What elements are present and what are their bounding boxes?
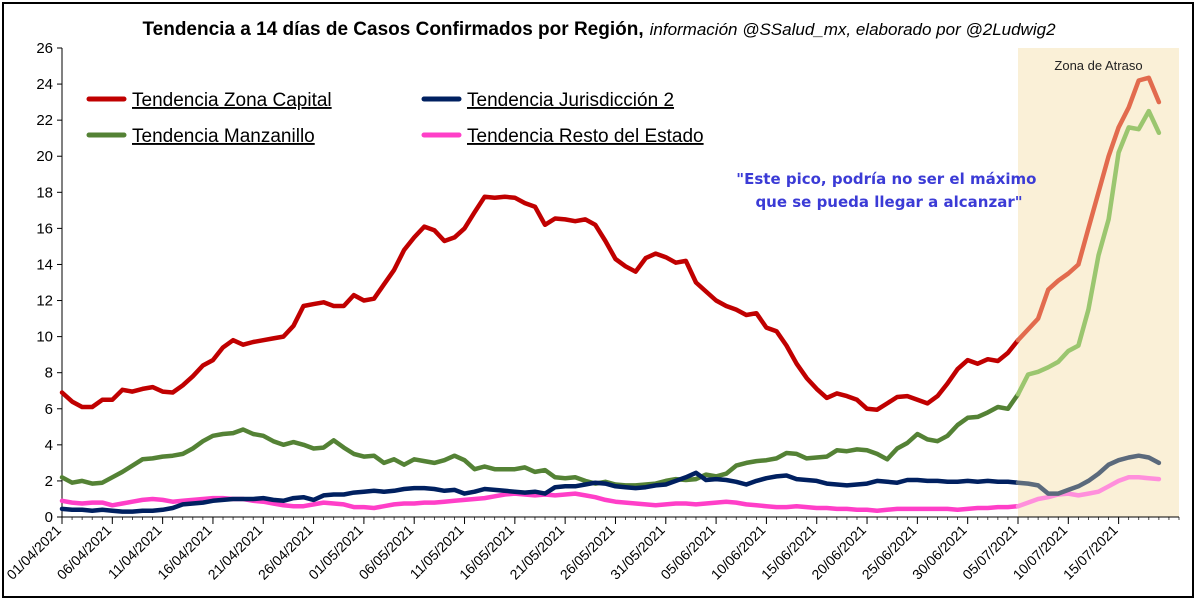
annotation-line-1: "Este pico, podría no ser el máximo: [736, 170, 1036, 188]
series-layer: [59, 75, 1162, 514]
x-axis: 01/04/202106/04/202111/04/202116/04/2021…: [4, 516, 1180, 583]
x-tick-label: 06/04/2021: [54, 522, 115, 583]
series-line-delay-tendencia-zona-capital: [1015, 75, 1162, 343]
legend-label: Tendencia Resto del Estado: [467, 126, 704, 147]
chart-subtitle: información @SSalud_mx, elaborado por @2…: [650, 20, 1056, 39]
y-tick-label: 10: [36, 329, 53, 346]
delay-zone: [1017, 48, 1179, 517]
line-chart: Zona de Atraso Tendencia a 14 días de Ca…: [4, 19, 1180, 583]
series-line-delay-tendencia-manzanillo: [1015, 108, 1162, 397]
legend-label: Tendencia Jurisdicción 2: [467, 90, 674, 111]
y-tick-label: 2: [45, 473, 53, 490]
legend-label: Tendencia Manzanillo: [132, 126, 315, 147]
y-tick-label: 6: [45, 401, 53, 418]
series-line-tendencia-jurisdicci-n-2: [59, 470, 1021, 514]
annotation: "Este pico, podría no ser el máximo que …: [736, 170, 1041, 211]
y-tick-label: 8: [45, 365, 53, 382]
y-tick-label: 4: [45, 437, 53, 454]
chart-title: Tendencia a 14 días de Casos Confirmados…: [142, 19, 1056, 40]
delay-zone-label: Zona de Atraso: [1054, 58, 1142, 73]
y-tick-label: 12: [36, 293, 53, 310]
series-line-tendencia-manzanillo: [59, 392, 1021, 488]
series-line-tendencia-zona-capital: [59, 194, 1021, 412]
legend-label: Tendencia Zona Capital: [132, 90, 332, 111]
chart-title-main: Tendencia a 14 días de Casos Confirmados…: [142, 19, 643, 40]
x-tick-label: 15/07/2021: [1060, 522, 1121, 583]
y-tick-label: 22: [36, 112, 53, 129]
x-tick-label: 06/05/2021: [355, 522, 416, 583]
y-tick-label: 0: [45, 509, 53, 526]
annotation-line-2: que se pueda llegar a alcanzar": [755, 193, 1022, 211]
legend: Tendencia Zona Capital Tendencia Jurisdic…: [86, 90, 704, 147]
y-tick-label: 24: [36, 76, 53, 93]
y-tick-label: 20: [36, 148, 53, 165]
y-tick-label: 16: [36, 220, 53, 237]
y-tick-label: 26: [36, 40, 53, 57]
series-line-delay-tendencia-jurisdicci-n-2: [1015, 453, 1162, 496]
y-tick-label: 14: [36, 256, 53, 273]
y-tick-label: 18: [36, 184, 53, 201]
series-line-delay-tendencia-resto-del-estado: [1015, 475, 1162, 509]
